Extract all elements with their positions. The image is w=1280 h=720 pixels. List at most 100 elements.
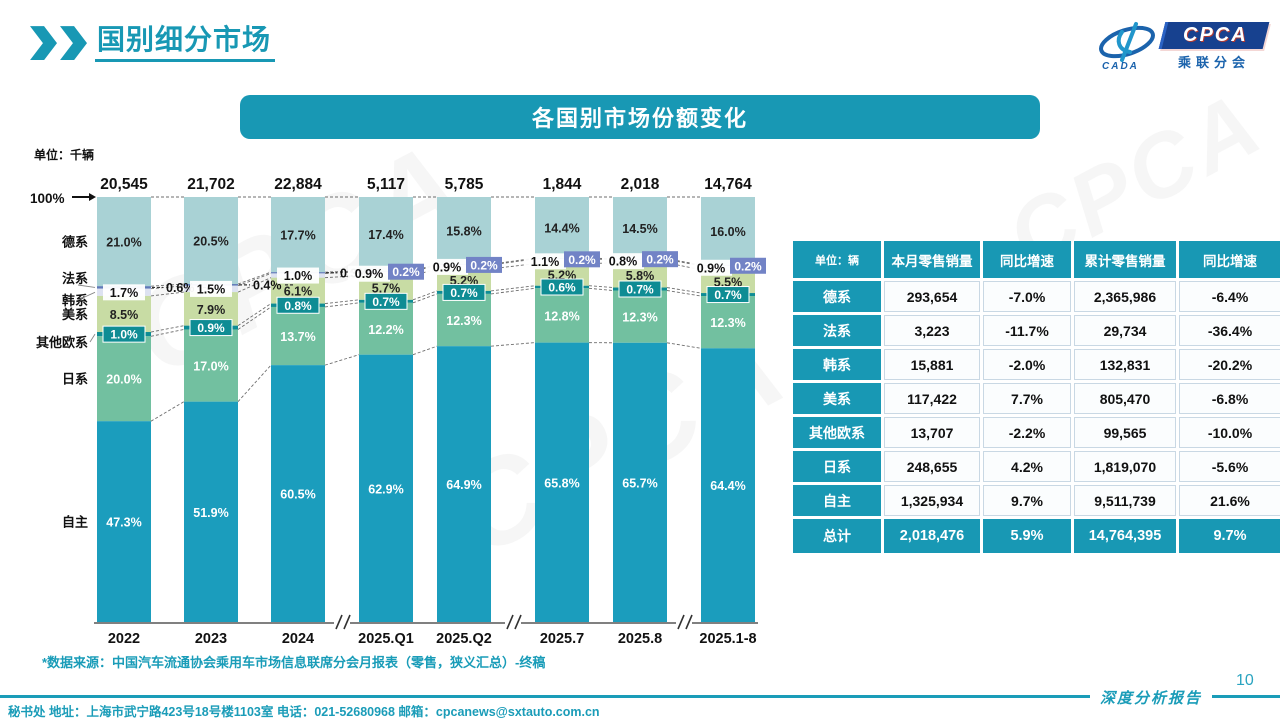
cada-label: CADA — [1102, 61, 1139, 72]
bar-total-label: 20,545 — [100, 176, 148, 193]
bar-total-label: 22,884 — [274, 176, 322, 193]
table-cell: -36.4% — [1179, 315, 1280, 346]
segment-label: 0.2% — [568, 253, 596, 267]
connector-line — [151, 326, 184, 332]
table-header-cell: 同比增速 — [1179, 241, 1280, 278]
connector-line — [413, 346, 437, 355]
segment-label: 20.5% — [193, 235, 228, 249]
table-header-cell: 同比增速 — [983, 241, 1071, 278]
segment-label: 15.8% — [446, 225, 481, 239]
table-header-cell: 单位：辆 — [793, 241, 881, 278]
cpca-logo: CADA CPCA 乘联分会 — [1096, 16, 1272, 76]
series-label-other-europe: 其他欧系 — [36, 335, 88, 350]
table-cell: 117,422 — [884, 383, 980, 414]
bar-total-label: 5,785 — [445, 176, 484, 193]
bar-total-label: 1,844 — [543, 176, 582, 193]
table-cell: 4.2% — [983, 451, 1071, 482]
cpca-subtitle: 乘联分会 — [1162, 52, 1266, 71]
table-cell: -7.0% — [983, 281, 1071, 312]
connector-line — [491, 288, 535, 294]
connector-line — [589, 286, 613, 288]
segment-label: 1.7% — [110, 286, 139, 300]
segment-label: 0.9% — [697, 261, 726, 275]
connector-line — [491, 286, 535, 291]
series-label-domestic: 自主 — [62, 515, 88, 530]
segment-label: 17.4% — [368, 228, 403, 242]
table-cell: -5.6% — [1179, 451, 1280, 482]
row-label: 法系 — [793, 315, 881, 346]
series-label-germany: 德系 — [62, 235, 88, 250]
report-type-label: 深度分析报告 — [1090, 687, 1212, 708]
bar-total-label: 5,117 — [367, 176, 405, 193]
table-cell: 1,819,070 — [1074, 451, 1176, 482]
table-cell: -2.2% — [983, 417, 1071, 448]
connector-line — [238, 304, 271, 326]
segment-label: 0.7% — [714, 288, 742, 302]
segment-label: 62.9% — [368, 482, 403, 496]
connector-line — [238, 365, 271, 402]
y-axis-top-label: 100% — [30, 191, 65, 206]
segment-label: 17.0% — [193, 360, 228, 374]
total-cell: 5.9% — [983, 519, 1071, 553]
segment-label: 12.3% — [710, 316, 745, 330]
x-axis-label: 2025.Q2 — [436, 631, 492, 647]
segment-label: 0.2% — [392, 265, 420, 279]
segment-label: 0.2% — [734, 259, 762, 273]
bar-total-label: 21,702 — [187, 176, 234, 193]
segment-label: 13.7% — [280, 330, 315, 344]
total-cell: 9.7% — [1179, 519, 1280, 553]
segment-label: 12.2% — [368, 323, 403, 337]
page-number: 10 — [1236, 672, 1254, 690]
row-label: 德系 — [793, 281, 881, 312]
segment-label: 0.7% — [450, 286, 478, 300]
bar-total-label: 14,764 — [704, 176, 752, 193]
connector-line — [667, 343, 701, 349]
table-cell: 99,565 — [1074, 417, 1176, 448]
segment-label: 1.0% — [110, 328, 138, 342]
table-header-cell: 累计零售销量 — [1074, 241, 1176, 278]
segment-label: 0.7% — [372, 295, 400, 309]
table-cell: 293,654 — [884, 281, 980, 312]
table-cell: -10.0% — [1179, 417, 1280, 448]
table-cell: 7.7% — [983, 383, 1071, 414]
segment-label: 0.2% — [470, 258, 498, 272]
x-axis-label: 2025.8 — [618, 631, 662, 647]
table-cell: 15,881 — [884, 349, 980, 380]
segment-label: 0.6% — [548, 281, 576, 295]
series-label-france: 法系 — [62, 271, 88, 286]
segment-label: 6.1% — [284, 285, 313, 299]
segment-label: 0.8% — [284, 299, 312, 313]
segment-label: 12.3% — [446, 314, 481, 328]
connector-line — [667, 288, 701, 294]
segment-label: 17.7% — [280, 229, 315, 243]
segment-label: 1.5% — [197, 282, 226, 296]
segment-label: 8.5% — [110, 308, 139, 322]
data-source-note: *数据来源：中国汽车流通协会乘用车市场信息联席分会月报表（零售，狭义汇总）-终稿 — [42, 652, 545, 671]
segment-label: 1.1% — [531, 255, 560, 269]
table-header-cell: 本月零售销量 — [884, 241, 980, 278]
table-cell: 132,831 — [1074, 349, 1176, 380]
table-cell: -6.4% — [1179, 281, 1280, 312]
table-cell: -20.2% — [1179, 349, 1280, 380]
total-label: 总计 — [793, 519, 881, 553]
table-cell: 1,325,934 — [884, 485, 980, 516]
row-label: 韩系 — [793, 349, 881, 380]
segment-label: 51.9% — [193, 506, 228, 520]
x-axis-label: 2023 — [195, 631, 227, 647]
segment-label: 16.0% — [710, 225, 745, 239]
table-cell: -6.8% — [1179, 383, 1280, 414]
segment-label: 20.0% — [106, 373, 141, 387]
segment-label: 12.3% — [622, 311, 657, 325]
connector-line — [151, 329, 184, 336]
table-cell: 21.6% — [1179, 485, 1280, 516]
cpca-logo-right: CPCA 乘联分会 — [1162, 22, 1266, 71]
